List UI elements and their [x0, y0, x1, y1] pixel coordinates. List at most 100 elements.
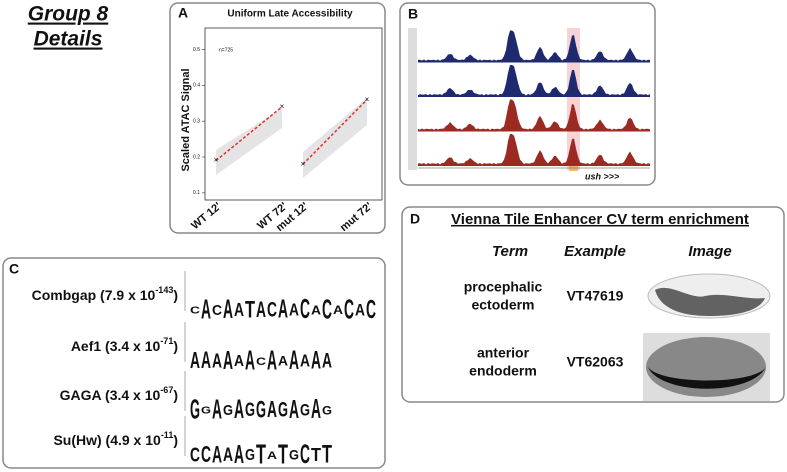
- label-part: -11: [161, 430, 174, 440]
- logo-letter: A: [223, 444, 233, 466]
- point: ×: [280, 102, 285, 111]
- logo-letter: C: [212, 303, 222, 319]
- logo-letter: C: [366, 296, 376, 324]
- label-part: Aef1 (3.4 x 10: [71, 338, 161, 354]
- x-tick-label: mut 72': [338, 200, 375, 234]
- y-tick-label: 0.2: [193, 154, 200, 160]
- logo-letter: C: [201, 441, 211, 467]
- point: ×: [365, 95, 370, 104]
- table-title: Vienna Tile Enhancer CV term enrichment: [451, 211, 749, 228]
- logo-letter: A: [234, 300, 244, 321]
- heading: Details: [34, 28, 103, 51]
- logo-letter: A: [201, 348, 211, 374]
- logo-letter: C: [256, 356, 266, 368]
- logo-letter: A: [289, 344, 299, 375]
- coverage-track: [418, 99, 650, 132]
- label-part: ): [173, 432, 178, 448]
- logo-letter: A: [256, 297, 266, 322]
- y-tick-label: 0.4: [193, 83, 200, 89]
- y-tick-label: 0.1: [193, 190, 200, 196]
- logo-letter: G: [201, 406, 211, 417]
- panel-label: B: [408, 6, 418, 22]
- logo-letter: T: [256, 438, 266, 469]
- series-line: [215, 106, 283, 162]
- y-axis-label: Scaled ATAC Signal: [180, 68, 192, 171]
- label-part: -143: [155, 285, 173, 295]
- label-part: ): [173, 338, 178, 354]
- logo-letter: A: [201, 293, 211, 324]
- logo-letter: T: [278, 438, 288, 469]
- logo-letter: A: [278, 296, 288, 324]
- chart-title: Uniform Late Accessibility: [227, 9, 353, 20]
- logo-letter: A: [289, 396, 299, 424]
- logo-letter: A: [190, 347, 200, 373]
- label-part: ): [173, 387, 178, 403]
- logo-letter: A: [278, 354, 288, 369]
- label-part: Combgap (7.9 x 10: [32, 287, 156, 303]
- logo-letter: G: [223, 403, 233, 419]
- label-part: Su(Hw) (4.9 x 10: [53, 432, 161, 448]
- logo-letter: T: [245, 296, 255, 323]
- logo-letter: G: [300, 400, 310, 419]
- term: procephalic: [464, 279, 543, 295]
- trace-band: [216, 108, 282, 175]
- gene-mark: [569, 166, 578, 171]
- logo-letter: A: [212, 393, 222, 424]
- logo-letter: G: [245, 447, 255, 464]
- motif-label: Combgap (7.9 x 10-143): [32, 285, 178, 302]
- embryo-stain: [655, 287, 765, 316]
- motif-label: Aef1 (3.4 x 10-71): [71, 336, 178, 353]
- motif-label: Su(Hw) (4.9 x 10-11): [53, 430, 178, 447]
- logo-letter: A: [234, 439, 244, 469]
- table-header: Term: [492, 243, 528, 260]
- logo-letter: C: [344, 293, 354, 324]
- logo-letter: C: [322, 293, 332, 324]
- coverage-track: [418, 65, 650, 97]
- logo-letter: T: [322, 441, 332, 469]
- panel-label: D: [410, 211, 420, 227]
- logo-letter: G: [245, 400, 255, 421]
- logo-letter: C: [190, 306, 200, 317]
- logo-letter: C: [300, 439, 310, 469]
- example: VT62063: [567, 354, 624, 370]
- term: anterior: [477, 345, 530, 361]
- logo-letter: A: [311, 393, 321, 424]
- logo-letter: G: [256, 396, 266, 423]
- logo-letter: A: [212, 441, 222, 468]
- point: ×: [214, 156, 219, 165]
- tracks: [418, 30, 650, 166]
- logo-letter: A: [333, 303, 343, 317]
- highlight: [567, 28, 580, 170]
- logo-letter: C: [190, 444, 200, 466]
- plot-frame: [204, 27, 383, 201]
- panel-label: C: [9, 261, 19, 277]
- logo-letter: A: [322, 348, 332, 373]
- logo-letter: C: [267, 299, 277, 322]
- gene-label: ush >>>: [585, 171, 620, 181]
- track-labels: [408, 28, 417, 170]
- logo-letter: G: [190, 393, 200, 424]
- coverage-track: [418, 30, 650, 63]
- label-part: GAGA (3.4 x 10: [60, 387, 161, 403]
- example: VT47619: [567, 288, 624, 304]
- coverage-track: [418, 134, 650, 166]
- x-tick-label: WT 12': [189, 200, 224, 232]
- logo-letter: A: [300, 351, 310, 371]
- logo-letter: A: [223, 294, 233, 324]
- logo-letter: A: [234, 394, 244, 424]
- logo-letter: G: [322, 403, 332, 417]
- logo-letter: A: [267, 396, 277, 422]
- logo-letter: A: [267, 344, 277, 375]
- panel-label: A: [178, 5, 188, 21]
- logo-letter: A: [212, 350, 222, 372]
- panel-box: [169, 2, 386, 234]
- logo-letter: A: [355, 301, 365, 319]
- logo-letter: A: [267, 450, 277, 462]
- logo-letter: G: [278, 399, 288, 422]
- y-tick-label: 0.3: [193, 118, 200, 124]
- panel-box: [401, 206, 785, 403]
- logo-letter: C: [300, 293, 310, 324]
- logo-letter: A: [289, 300, 299, 320]
- trace-band: [303, 98, 367, 178]
